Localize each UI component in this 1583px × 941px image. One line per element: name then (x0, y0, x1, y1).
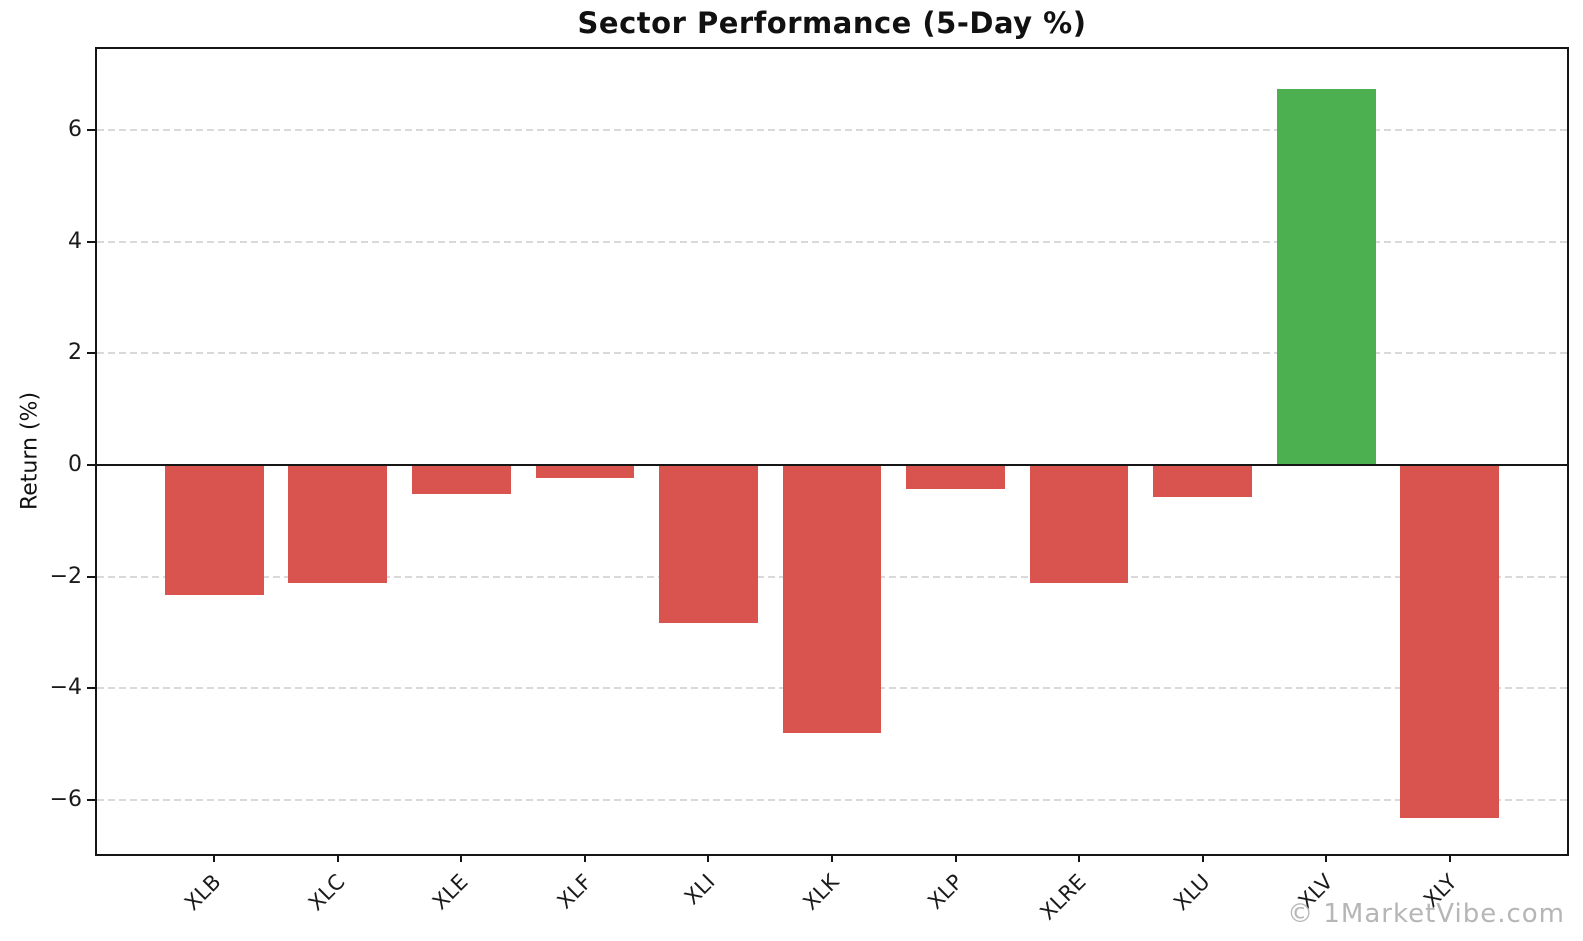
x-tick-label-XLF: XLF (552, 869, 597, 914)
y-tick-0 (87, 463, 95, 466)
x-tick-XLU (1201, 854, 1204, 862)
x-tick-XLI (707, 854, 710, 862)
bar-XLC (288, 464, 388, 584)
x-tick-label-XLE: XLE (428, 869, 473, 915)
x-tick-XLY (1448, 854, 1451, 862)
bar-XLF (535, 464, 635, 478)
y-axis-label: Return (%) (17, 391, 43, 511)
y-tick-label-2: 2 (68, 340, 82, 366)
bar-XLP (906, 464, 1005, 490)
bar-XLY (1400, 464, 1500, 819)
y-tick--2 (87, 575, 95, 578)
gridline-y-6 (97, 128, 1567, 131)
x-tick-XLV (1325, 854, 1328, 862)
x-tick-label-XLI: XLI (680, 869, 721, 910)
x-tick-XLE (460, 854, 463, 862)
bar-XLE (412, 464, 511, 495)
bar-XLU (1153, 464, 1252, 497)
y-tick-label-4: 4 (68, 228, 82, 254)
y-tick-6 (87, 128, 95, 131)
y-tick-label-6: 6 (68, 116, 82, 142)
gridline-y-2 (97, 352, 1567, 355)
bar-XLB (164, 464, 264, 595)
y-tick--4 (87, 687, 95, 690)
y-tick-label--4: −4 (49, 675, 82, 701)
y-tick-2 (87, 352, 95, 355)
x-tick-label-XLB: XLB (180, 869, 226, 916)
y-tick-label--2: −2 (49, 563, 82, 589)
x-tick-label-XLC: XLC (303, 869, 350, 916)
gridline-y-4 (97, 240, 1567, 243)
plot-area: 6 4 2 0 −2 −4 −6 XLB XLC XLE XLF XLI XLK XLP XLRE XLU XL… (50, 47, 1569, 925)
x-tick-label-XLP: XLP (922, 869, 968, 914)
x-tick-XLB (213, 854, 216, 862)
zero-line (97, 463, 1567, 466)
gridline-y--6 (97, 798, 1567, 801)
y-tick-4 (87, 240, 95, 243)
x-tick-XLC (336, 854, 339, 862)
y-tick-label--6: −6 (49, 786, 82, 812)
bar-XLRE (1029, 464, 1129, 583)
x-tick-XLK (831, 854, 833, 862)
x-tick-XLF (583, 854, 586, 862)
y-tick-label-0: 0 (68, 451, 82, 477)
x-tick-label-XLK: XLK (798, 869, 844, 915)
bar-XLK (782, 464, 882, 733)
x-tick-label-XLU: XLU (1168, 869, 1215, 916)
watermark-text: © 1MarketVibe.com (1287, 899, 1565, 929)
bar-XLV (1276, 88, 1376, 465)
x-tick-XLP (954, 854, 957, 862)
y-tick--6 (87, 798, 95, 801)
bar-XLI (659, 464, 758, 624)
chart-title: Sector Performance (5-Day %) (577, 6, 1087, 40)
x-tick-XLRE (1078, 854, 1081, 862)
x-tick-label-XLRE: XLRE (1035, 869, 1091, 925)
